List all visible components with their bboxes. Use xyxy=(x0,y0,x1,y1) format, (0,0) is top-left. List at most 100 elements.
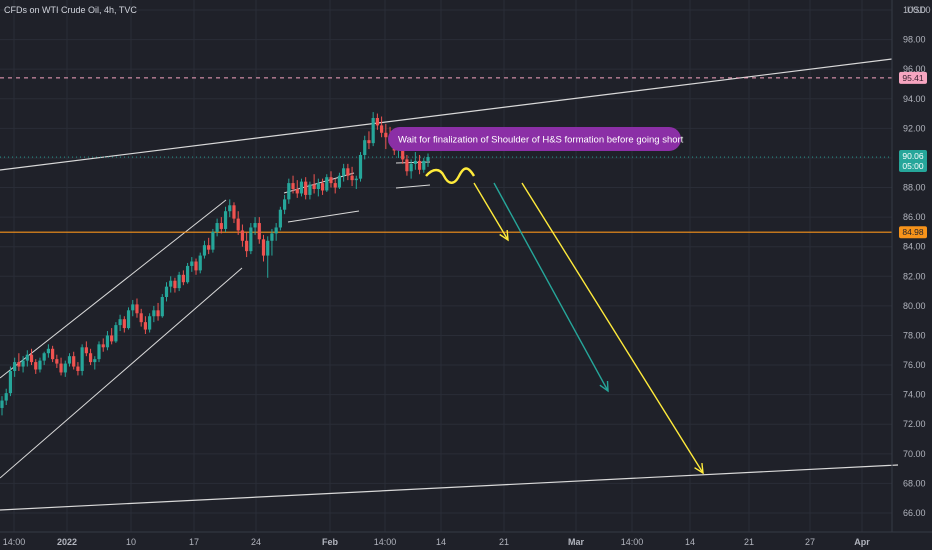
y-tick-label: 74.00 xyxy=(903,390,926,400)
candle xyxy=(59,357,63,376)
x-tick-label: Mar xyxy=(568,537,585,547)
upper-trendline[interactable] xyxy=(0,58,893,171)
candle xyxy=(358,152,363,182)
candle-body xyxy=(177,274,181,289)
candle-body xyxy=(245,240,249,252)
candle xyxy=(29,348,34,366)
candle-body xyxy=(190,261,194,266)
candle xyxy=(34,359,38,374)
candle xyxy=(118,314,122,332)
rising-channel-lower[interactable] xyxy=(0,267,243,479)
candle xyxy=(295,180,299,198)
candle xyxy=(375,113,379,130)
y-tick-label: 68.00 xyxy=(903,478,926,488)
candle xyxy=(72,351,76,370)
candle xyxy=(101,338,105,352)
candle-body xyxy=(194,261,198,271)
candle-body xyxy=(118,319,122,326)
candle xyxy=(380,116,384,138)
candle-body xyxy=(202,245,207,256)
candle-body xyxy=(207,245,211,250)
candle xyxy=(25,350,29,367)
candle xyxy=(253,217,257,235)
y-tick-label: 84.00 xyxy=(903,242,926,252)
candle xyxy=(249,223,253,255)
x-tick-label: 2022 xyxy=(57,537,77,547)
candle-body xyxy=(29,354,34,363)
candle xyxy=(350,166,354,187)
arrow-final-target[interactable] xyxy=(521,182,704,475)
candle-body xyxy=(122,319,126,329)
price-badge-bg xyxy=(899,226,927,239)
candle-body xyxy=(308,184,312,195)
candle-body xyxy=(55,359,59,364)
arrow-final-target-head xyxy=(694,462,704,475)
candle-body xyxy=(320,183,325,191)
candle-body xyxy=(93,359,97,363)
candle-body xyxy=(278,209,282,228)
candle-body xyxy=(156,310,160,317)
candle-body xyxy=(266,240,270,256)
candle-body xyxy=(232,205,236,219)
candle xyxy=(261,234,266,262)
candle xyxy=(139,308,143,327)
candle xyxy=(38,357,42,373)
candle xyxy=(325,174,329,192)
candle-body xyxy=(426,157,430,161)
candle xyxy=(219,217,223,234)
candle xyxy=(8,366,13,397)
candle-body xyxy=(295,189,299,194)
candle-body xyxy=(126,310,131,329)
candle-body xyxy=(240,230,245,241)
rising-channel-upper[interactable] xyxy=(0,199,227,379)
x-tick-label: 24 xyxy=(251,537,261,547)
candle xyxy=(194,258,198,275)
candle xyxy=(333,178,337,194)
candle xyxy=(181,270,185,286)
candle xyxy=(110,328,114,345)
candle xyxy=(80,344,84,376)
grid xyxy=(0,0,892,532)
arrow-teal-target-shaft xyxy=(493,182,609,392)
candle-body xyxy=(316,183,320,190)
y-tick-label: 96.00 xyxy=(903,64,926,74)
projected-wave[interactable] xyxy=(425,167,476,184)
arrow-teal-target[interactable] xyxy=(493,182,609,393)
lower-trendline[interactable] xyxy=(0,464,899,511)
candle-body xyxy=(329,177,333,184)
price-badge-bg xyxy=(899,71,927,84)
arrow-to-support-shaft xyxy=(473,182,509,241)
candle xyxy=(143,316,148,334)
candle xyxy=(363,135,367,160)
candle xyxy=(13,357,17,377)
candle xyxy=(287,178,291,204)
candle xyxy=(173,277,177,293)
annotation-note[interactable]: Wait for finalization of Shoulder of H&S… xyxy=(388,127,684,151)
candle-body xyxy=(274,227,278,234)
arrow-teal-target-head xyxy=(599,380,609,393)
candle-body xyxy=(101,344,105,348)
candle-body xyxy=(405,159,409,172)
candle xyxy=(371,112,375,147)
candle xyxy=(76,362,80,376)
time-axis[interactable]: 14:00 2022 10 17 24 Feb 14:00 14 21 Mar 14:00 14 21 2… xyxy=(3,537,871,547)
candle xyxy=(42,351,46,366)
drawings[interactable] xyxy=(0,58,899,511)
overlays[interactable]: Wait for finalization of Shoulder of H&S… xyxy=(388,127,704,475)
candle-body xyxy=(135,304,139,314)
box-lower[interactable] xyxy=(395,184,431,189)
candle xyxy=(236,211,240,235)
price-badge-countdown: 05:00 xyxy=(899,160,927,173)
candle-body xyxy=(417,160,422,170)
candle-body xyxy=(346,168,350,176)
candle-body xyxy=(97,344,101,360)
candle-body xyxy=(38,360,42,370)
candle-body xyxy=(211,231,215,250)
flag-lower[interactable] xyxy=(287,210,360,223)
candle xyxy=(316,178,320,197)
candle-body xyxy=(67,356,72,364)
arrow-to-support[interactable] xyxy=(473,182,509,242)
candle xyxy=(169,276,173,293)
